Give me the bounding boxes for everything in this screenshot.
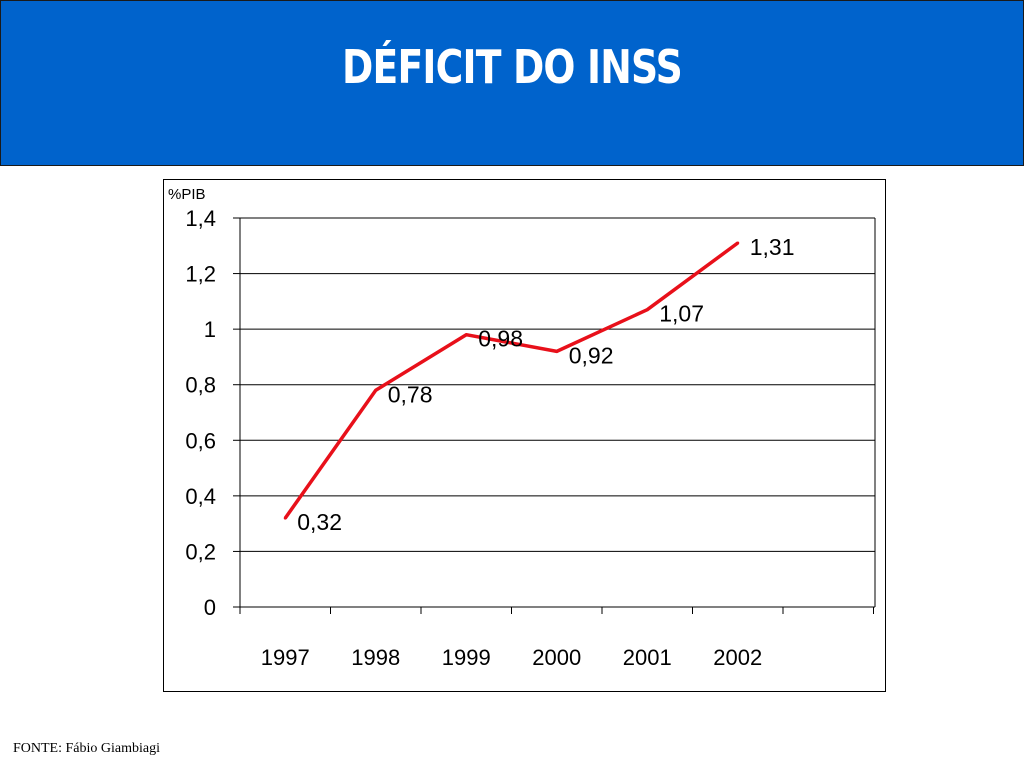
y-tick-label: 0,2	[185, 539, 216, 564]
y-tick-label: 1	[204, 317, 216, 342]
y-tick-label: 0	[204, 595, 216, 620]
data-point	[736, 241, 740, 245]
x-tick-label: 1998	[351, 645, 400, 670]
data-label: 0,98	[478, 326, 523, 352]
data-point	[374, 388, 378, 392]
data-point	[555, 349, 559, 353]
y-tick-labels: 0 0,2 0,4 0,6 0,8 1 1,2 1,4	[185, 206, 216, 620]
source-note: FONTE: Fábio Giambiagi	[13, 741, 160, 756]
data-label: 1,31	[750, 234, 795, 260]
data-point	[464, 333, 468, 337]
x-tick-label: 2000	[532, 645, 581, 670]
data-point	[283, 516, 287, 520]
data-label: 1,07	[659, 301, 704, 327]
series-line	[283, 241, 739, 520]
y-tick-label: 1,4	[185, 206, 216, 231]
title-band	[0, 0, 1024, 166]
x-tick-label: 2002	[713, 645, 762, 670]
data-label: 0,78	[388, 381, 433, 407]
y-tick-label: 0,4	[185, 484, 216, 509]
x-tick-label: 1997	[261, 645, 310, 670]
data-point	[645, 308, 649, 312]
slide-title: DÉFICIT DO INSS	[342, 40, 683, 94]
y-tick-label: 0,6	[185, 428, 216, 453]
series-group	[283, 241, 740, 520]
x-tick-labels: 1997 1998 1999 2000 2001 2002	[261, 645, 762, 670]
x-tick-label: 1999	[442, 645, 491, 670]
data-label: 0,32	[297, 509, 342, 535]
x-tick-label: 2001	[623, 645, 672, 670]
y-tick-label: 0,8	[185, 373, 216, 398]
data-label: 0,92	[569, 342, 614, 368]
data-labels: 0,32 0,78 0,98 0,92 1,07 1,31	[297, 234, 794, 535]
y-axis-label: %PIB	[168, 186, 206, 203]
y-tick-label: 1,2	[185, 262, 216, 287]
grid-lines	[240, 217, 875, 552]
axes	[233, 217, 876, 614]
